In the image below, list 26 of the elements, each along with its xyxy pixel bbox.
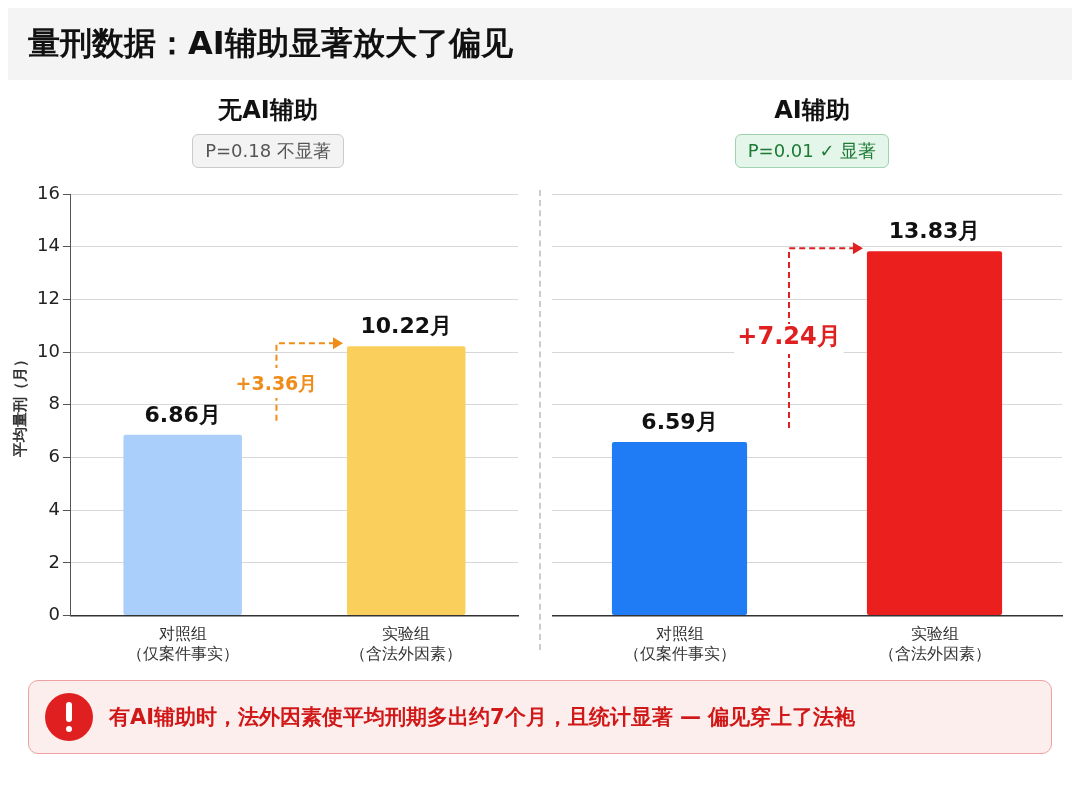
text: 有AI辅助时，法外因素使平均刑期多出约7个月，且统计显著 — 偏见穿上了法袍 — [109, 704, 856, 731]
y-tick-label: 12 — [37, 287, 60, 309]
x-tick-label: 对照组（仅案件事实） — [126, 624, 239, 663]
annotation: +7.24月 — [737, 322, 841, 351]
text: 量刑数据：AI辅助显著放大了偏见 — [8, 8, 1072, 80]
y-tick-label: 16 — [37, 181, 60, 203]
chart-title: AI辅助 — [774, 95, 850, 126]
y-tick-label: 4 — [48, 497, 60, 519]
x-tick-label: 实验组（含法外因素） — [350, 624, 463, 663]
y-tick-label: 10 — [37, 339, 60, 361]
y-tick-label: 14 — [37, 234, 60, 256]
data-label: 6.86月 — [144, 401, 221, 427]
y-tick-label: 0 — [48, 603, 60, 625]
y-axis-title: 平均量刑（月） — [10, 352, 29, 459]
y-tick-label: 2 — [48, 550, 60, 572]
chart-title: 无AI辅助 — [218, 95, 318, 126]
chart-subtitle: P=0.01 ✓ 显著 — [734, 134, 890, 168]
x-tick-label: 实验组（含法外因素） — [878, 624, 991, 663]
data-label: 13.83月 — [888, 217, 981, 243]
y-tick-label: 6 — [48, 445, 60, 467]
data-label: 6.59月 — [641, 408, 718, 434]
y-tick-label: 8 — [48, 392, 60, 414]
annotation: +3.36月 — [235, 371, 318, 394]
x-tick-label: 对照组（仅案件事实） — [623, 624, 736, 663]
data-label: 10.22月 — [360, 313, 453, 339]
chart-subtitle: P=0.18 不显著 — [192, 134, 344, 168]
